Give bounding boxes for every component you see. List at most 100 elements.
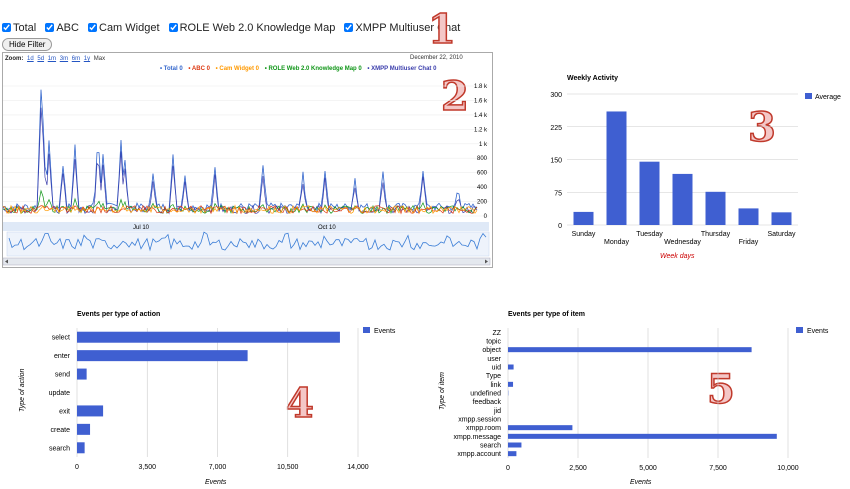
bar	[705, 191, 726, 225]
y-tick-label: 75	[554, 190, 562, 197]
x-tick-label: Thursday	[701, 231, 731, 238]
y-tick-label: 225	[550, 125, 562, 132]
filter-total-checkbox[interactable]	[2, 23, 11, 32]
x-tick-label: 7,500	[709, 465, 727, 472]
y-tick-label: xmpp.session	[458, 417, 501, 424]
bar	[738, 208, 759, 225]
x-axis-title: Events	[630, 479, 652, 486]
bar	[77, 350, 248, 362]
bar	[508, 425, 573, 431]
bar	[606, 111, 627, 225]
y-tick-label: topic	[486, 339, 501, 346]
y-tick-label: search	[480, 443, 501, 450]
zoom-1y[interactable]: 1y	[83, 56, 91, 62]
filter-xmpp-chat[interactable]: XMPP Multiuser Chat	[344, 22, 460, 34]
zoom-label: Zoom:	[5, 56, 24, 62]
filter-role-map-checkbox[interactable]	[168, 23, 178, 32]
filter-cam-widget-checkbox[interactable]	[88, 23, 97, 32]
range-selector-line	[8, 231, 487, 252]
chart-title: Events per type of action	[77, 311, 160, 318]
x-tick-label: 14,000	[347, 464, 369, 471]
timeline-y-tick: 600	[477, 171, 488, 177]
zoom-5d[interactable]: 5d	[37, 56, 45, 62]
filter-role-map[interactable]: ROLE Web 2.0 Knowledge Map	[168, 22, 335, 34]
marker-3: 3	[747, 103, 776, 152]
y-tick-label: link	[490, 382, 501, 389]
zoom-1d[interactable]: 1d	[27, 56, 34, 62]
y-tick-label: select	[52, 335, 70, 342]
y-tick-label: ZZ	[492, 330, 501, 337]
x-tick-label: 5,000	[639, 465, 657, 472]
timeline-chart: 1.8 k 1.6 k 1.4 k 1.2 k 1 k 800 600 400 200 0 Jul…	[3, 84, 491, 266]
bar	[77, 423, 91, 435]
range-selector[interactable]	[6, 231, 490, 257]
marker-1: 1	[427, 5, 456, 54]
x-tick-label: Saturday	[767, 231, 796, 238]
events-per-item-chart: Events per type of item 0 2,500 5,000 7,500…	[439, 311, 829, 486]
timeline-y-tick: 1.2 k	[474, 127, 488, 133]
bar	[508, 364, 514, 370]
y-tick-label: xmpp.account	[457, 451, 501, 458]
timeline-panel	[2, 52, 493, 268]
bar	[573, 211, 594, 225]
bar	[77, 405, 104, 417]
zoom-max[interactable]: Max	[93, 56, 106, 62]
y-tick-label: create	[51, 427, 71, 434]
legend-role-map: • ROLE Web 2.0 Knowledge Map 0	[264, 66, 362, 72]
x-tick-label: 7,000	[209, 464, 227, 471]
series-total-line	[3, 89, 478, 212]
filter-total[interactable]: Total	[2, 22, 36, 34]
timeline-scrollbar[interactable]	[3, 257, 491, 266]
bar	[672, 173, 693, 225]
y-tick-label: 300	[550, 92, 562, 99]
legend-label: Events	[807, 328, 829, 335]
x-tick-label: 0	[75, 464, 79, 471]
y-tick-label: search	[49, 445, 70, 452]
x-tick-jul10: Jul 10	[133, 225, 150, 231]
x-axis-title: Week days	[660, 253, 695, 260]
chart-title: Events per type of item	[508, 311, 585, 318]
series-abc-line	[3, 204, 478, 215]
marker-2: 2	[440, 72, 469, 121]
y-tick-label: feedback	[473, 399, 502, 406]
chart-title: Weekly Activity	[567, 75, 618, 82]
y-tick-label: Type	[486, 373, 501, 380]
marker-5: 5	[706, 365, 735, 414]
zoom-3m[interactable]: 3m	[59, 56, 69, 62]
legend-xmpp-chat: • XMPP Multiuser Chat 0	[367, 66, 437, 72]
bar	[508, 347, 752, 353]
x-tick-oct10: Oct 10	[318, 225, 336, 231]
filter-xmpp-chat-checkbox[interactable]	[344, 23, 354, 32]
bar	[771, 212, 792, 225]
scroll-right-icon[interactable]	[485, 259, 488, 264]
x-tick-label: Wednesday	[664, 239, 701, 246]
filter-abc[interactable]: ABC	[45, 22, 79, 34]
timeline-y-ticks: 1.8 k 1.6 k 1.4 k 1.2 k 1 k 800 600 400 200 0	[474, 84, 488, 220]
y-tick-label: xmpp.message	[454, 434, 502, 441]
legend-label: Average	[815, 94, 841, 101]
scroll-left-icon[interactable]	[5, 259, 8, 264]
y-tick-label: send	[55, 372, 70, 379]
legend-abc: • ABC 0	[188, 66, 210, 72]
zoom-controls: Zoom: 1d 5d 1m 3m 6m 1y Max	[5, 56, 105, 62]
timeline-y-tick: 1.6 k	[474, 98, 488, 104]
timeline-y-tick: 1 k	[479, 142, 488, 148]
x-tick-label: Friday	[739, 239, 759, 246]
bar	[77, 442, 85, 454]
zoom-1m[interactable]: 1m	[47, 56, 57, 62]
bar	[508, 381, 514, 387]
zoom-6m[interactable]: 6m	[71, 56, 81, 62]
filter-cam-widget[interactable]: Cam Widget	[88, 22, 160, 34]
series-cam-line	[3, 204, 478, 215]
hide-filter-button[interactable]: Hide Filter	[2, 38, 53, 51]
timeline-y-tick: 800	[477, 156, 488, 162]
filter-abc-checkbox[interactable]	[45, 23, 55, 32]
x-tick-label: 3,500	[138, 464, 156, 471]
x-tick-label: 2,500	[569, 465, 587, 472]
y-tick-label: exit	[59, 408, 70, 415]
filter-bar: Total ABC Cam Widget ROLE Web 2.0 Knowle…	[2, 22, 466, 34]
timeline-grid	[3, 85, 489, 217]
legend-cam-widget: • Cam Widget 0	[215, 66, 260, 72]
y-tick-label: update	[49, 390, 71, 397]
legend-swatch	[805, 93, 812, 99]
